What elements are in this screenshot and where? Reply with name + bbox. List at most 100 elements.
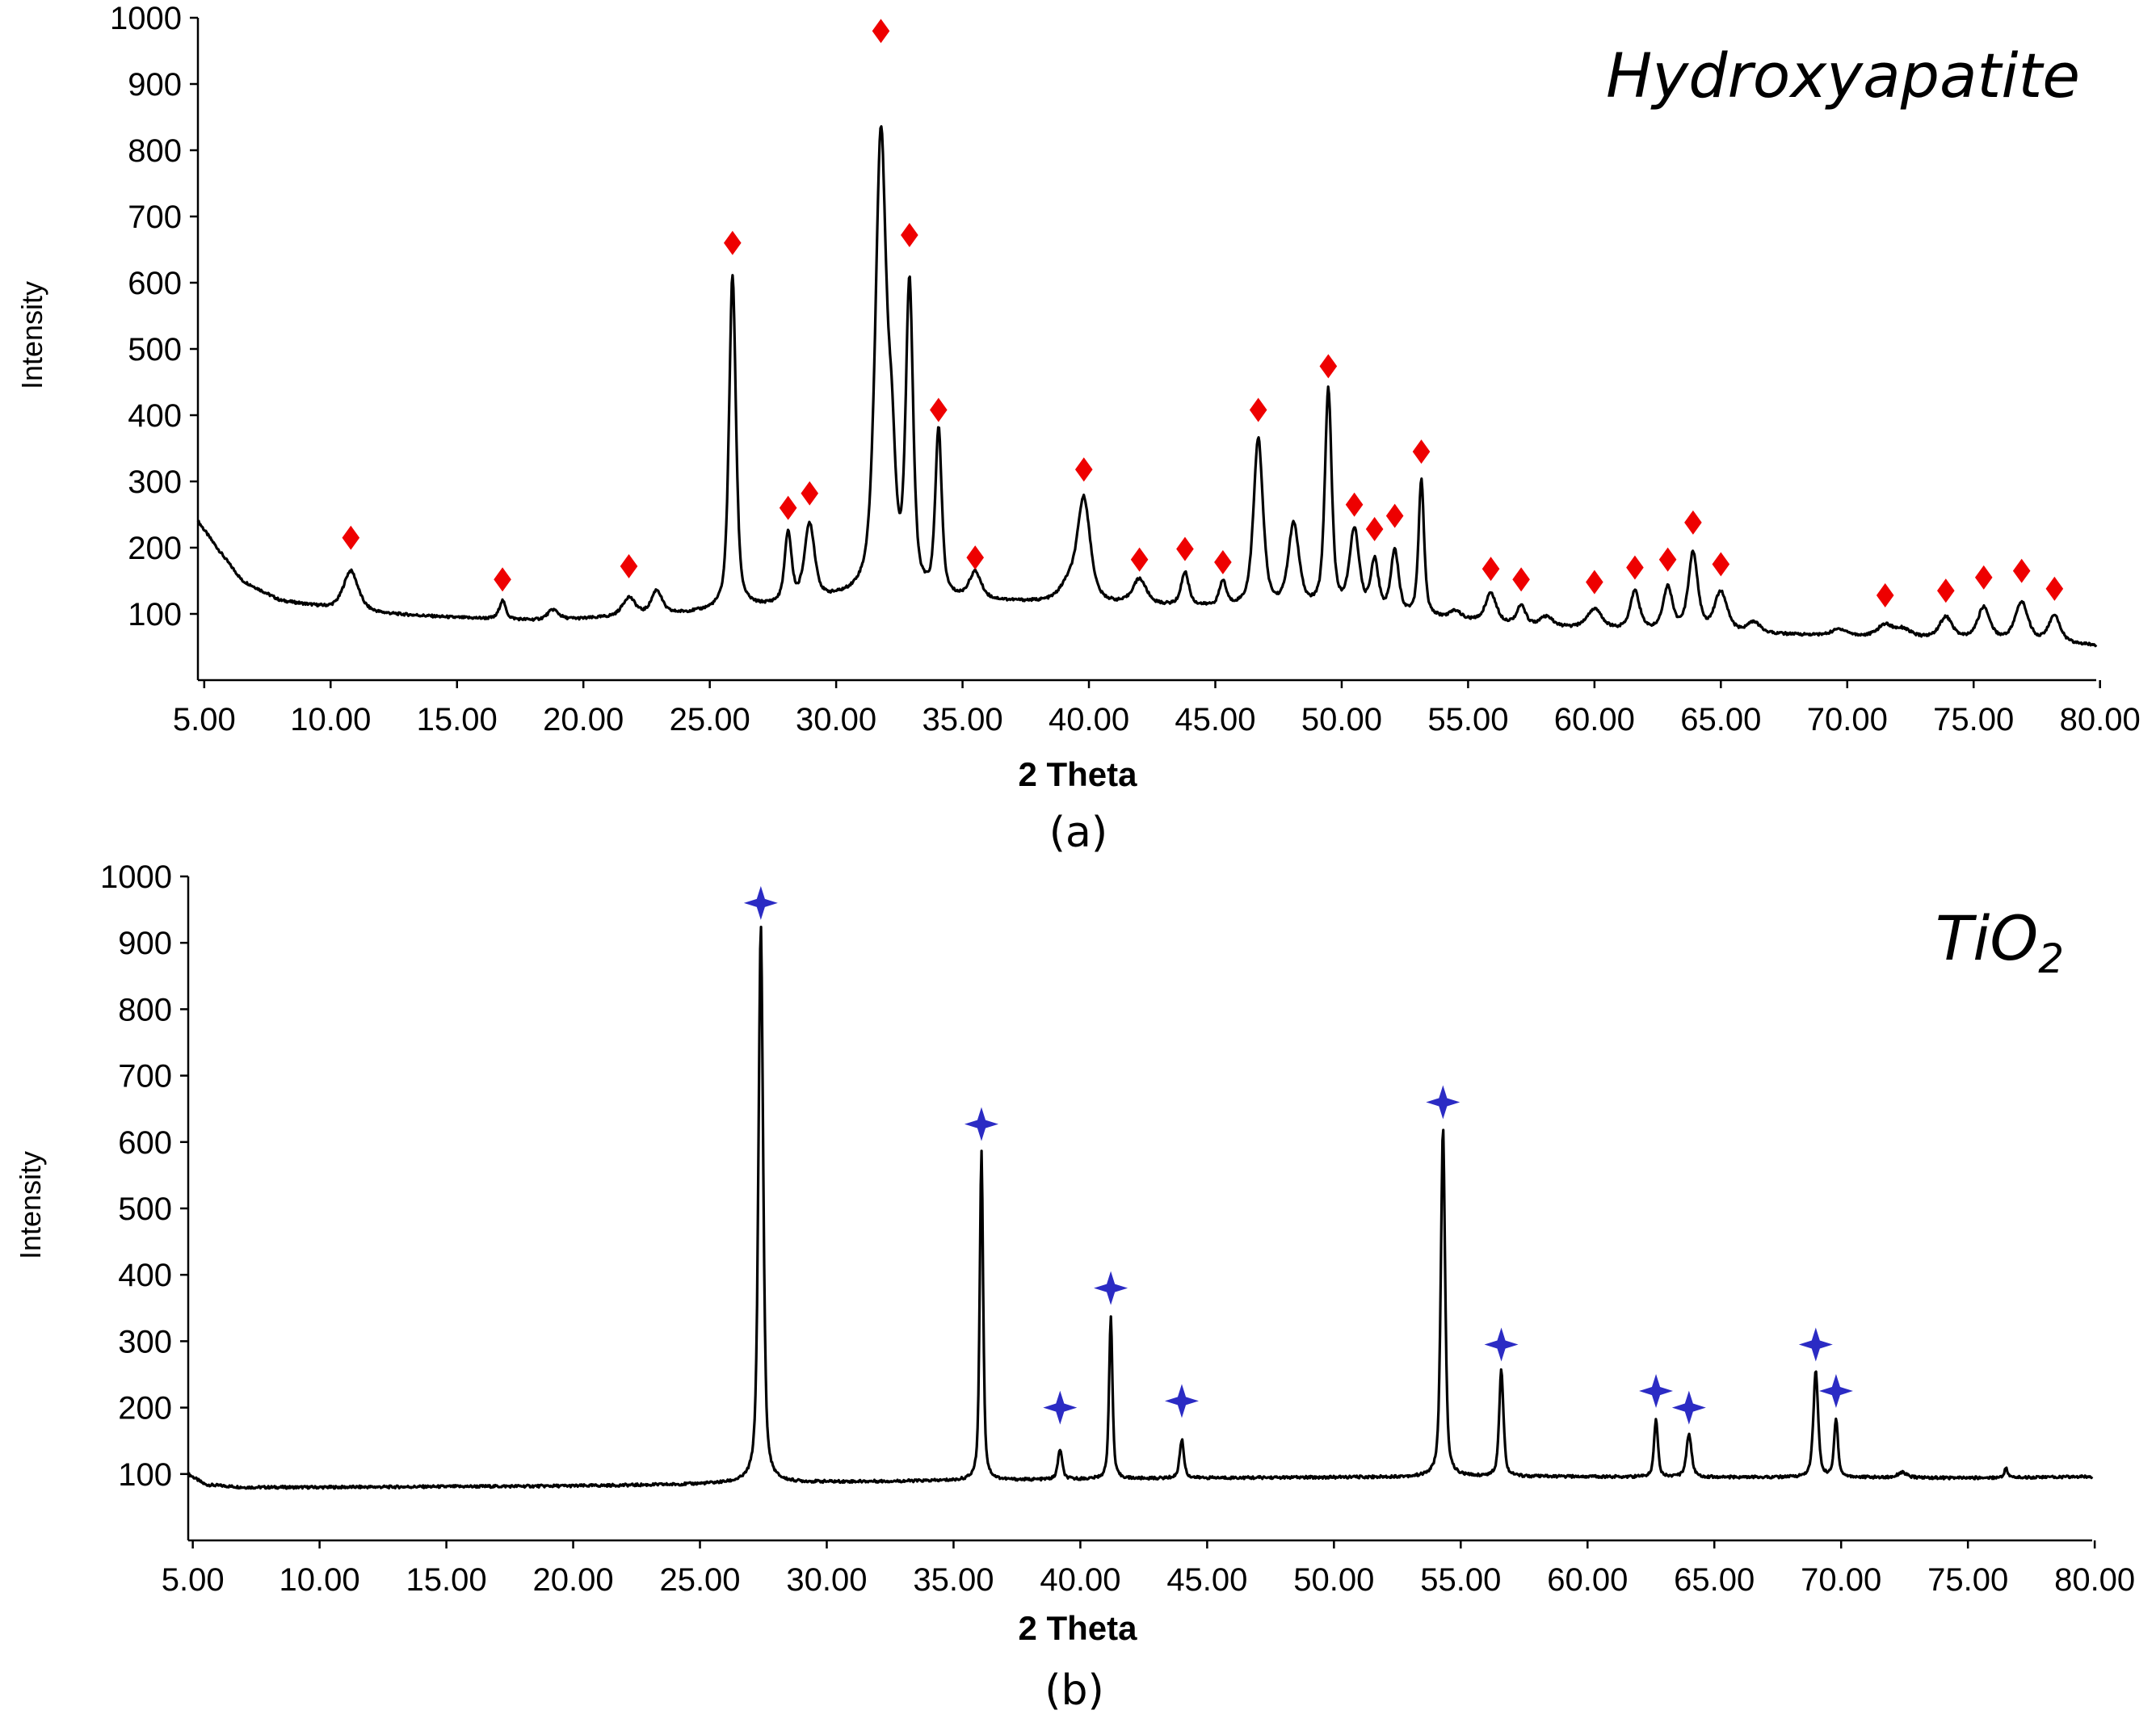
x-tick-label: 75.00 — [1933, 702, 2014, 737]
x-tick-label: 25.00 — [659, 1562, 740, 1598]
x-axis-label-b: 2 Theta — [1018, 1609, 1137, 1647]
x-tick-label: 80.00 — [2060, 702, 2141, 737]
diamond-marker — [1130, 547, 1149, 572]
diamond-marker — [2045, 576, 2064, 601]
x-tick-label: 10.00 — [279, 1562, 360, 1598]
y-tick-label: 700 — [118, 1059, 172, 1095]
x-tick-label: 60.00 — [1547, 1562, 1628, 1598]
diamond-marker — [1319, 354, 1338, 379]
diamond-marker — [1658, 547, 1677, 572]
star-marker — [964, 1107, 998, 1141]
x-tick-label: 15.00 — [406, 1562, 487, 1598]
diamond-marker — [620, 553, 638, 578]
star-marker — [1798, 1327, 1833, 1362]
diamond-marker — [872, 19, 890, 44]
x-tick-label: 35.00 — [913, 1562, 994, 1598]
y-axis-label-b: Intensity — [14, 1151, 47, 1259]
panel-caption-b: (b) — [1044, 1666, 1104, 1715]
chart-title-hydroxyapatite: Hydroxyapatite — [1606, 40, 2080, 111]
x-tick-label: 55.00 — [1420, 1562, 1501, 1598]
chart-title-tio2-subscript: 2 — [2038, 935, 2064, 982]
x-tick-label: 65.00 — [1680, 702, 1761, 737]
x-tick-label: 35.00 — [922, 702, 1003, 737]
peak-markers-a — [342, 19, 2064, 608]
x-tick-label: 65.00 — [1674, 1562, 1755, 1598]
diamond-marker — [1074, 457, 1093, 482]
x-tick-label: 15.00 — [417, 702, 498, 737]
x-tick-label: 40.00 — [1049, 702, 1129, 737]
y-tick-label: 300 — [118, 1324, 172, 1359]
diamond-marker — [1481, 557, 1500, 582]
x-tick-label: 45.00 — [1166, 1562, 1247, 1598]
x-tick-label: 70.00 — [1807, 702, 1888, 737]
x-tick-label: 60.00 — [1554, 702, 1635, 737]
panel-caption-a: (a) — [1049, 809, 1107, 857]
diamond-marker — [1214, 550, 1232, 575]
star-marker — [1484, 1327, 1519, 1362]
diamond-marker — [930, 397, 948, 422]
diamond-marker — [1876, 583, 1894, 608]
diamond-marker — [1249, 397, 1267, 422]
diamond-marker — [966, 545, 985, 570]
y-axis-label-a: Intensity — [15, 281, 48, 389]
xrd-trace-hydroxyapatite — [196, 125, 2098, 648]
diamond-marker — [1412, 439, 1431, 464]
y-tick-label: 200 — [118, 1391, 172, 1427]
y-tick-label: 100 — [118, 1457, 172, 1493]
diamond-marker — [1365, 517, 1384, 542]
x-tick-label: 20.00 — [532, 1562, 613, 1598]
x-tick-label: 50.00 — [1293, 1562, 1374, 1598]
x-tick-label: 45.00 — [1175, 702, 1255, 737]
diamond-marker — [342, 525, 360, 550]
star-marker — [1164, 1384, 1199, 1418]
chart-hydroxyapatite: 100 200 300 400 500 600 700 800 900 1000 5.00 10.0… — [15, 1, 2141, 857]
x-axis-label-a: 2 Theta — [1018, 755, 1137, 793]
y-tick-label: 800 — [128, 133, 182, 169]
y-ticks-a: 100 200 300 400 500 600 700 800 900 1000 — [110, 1, 198, 632]
diamond-marker — [1626, 555, 1644, 580]
diamond-marker — [494, 567, 511, 592]
x-tick-label: 30.00 — [786, 1562, 867, 1598]
star-marker — [1818, 1374, 1853, 1409]
y-tick-label: 400 — [128, 398, 182, 434]
y-tick-label: 1000 — [110, 1, 182, 36]
diamond-marker — [1684, 510, 1702, 535]
y-tick-label: 900 — [128, 67, 182, 103]
y-tick-label: 100 — [128, 597, 182, 632]
y-tick-label: 500 — [118, 1191, 172, 1227]
diamond-marker — [779, 495, 797, 520]
y-ticks-b: 100 200 300 400 500 600 700 800 900 1000 — [100, 859, 188, 1493]
diamond-marker — [1937, 578, 1955, 603]
x-tick-label: 80.00 — [2054, 1562, 2135, 1598]
diamond-marker — [901, 222, 918, 247]
x-tick-label: 5.00 — [173, 702, 236, 737]
x-ticks-a: 5.00 10.00 15.00 20.00 25.00 30.00 35.00 40.00 4… — [173, 680, 2141, 737]
x-tick-label: 70.00 — [1801, 1562, 1881, 1598]
diamond-marker — [1974, 565, 1993, 590]
y-tick-label: 500 — [128, 332, 182, 368]
x-tick-label: 40.00 — [1040, 1562, 1120, 1598]
x-tick-label: 30.00 — [796, 702, 876, 737]
diamond-marker — [801, 481, 819, 506]
y-tick-label: 800 — [118, 992, 172, 1027]
diamond-marker — [1176, 536, 1194, 561]
x-tick-label: 75.00 — [1927, 1562, 2008, 1598]
y-tick-label: 400 — [118, 1258, 172, 1293]
star-marker — [1043, 1390, 1078, 1425]
star-marker — [1426, 1085, 1460, 1120]
y-tick-label: 600 — [118, 1125, 172, 1161]
y-tick-label: 900 — [118, 926, 172, 961]
diamond-marker — [1512, 567, 1530, 592]
star-marker — [1671, 1390, 1706, 1425]
axes-a — [196, 18, 2096, 682]
diamond-marker — [1586, 569, 1603, 595]
chart-title-tio2-main: TiO — [1935, 902, 2038, 974]
diamond-marker — [1385, 503, 1404, 528]
x-tick-label: 25.00 — [670, 702, 750, 737]
chart-tio2: 100 200 300 400 500 600 700 800 900 1000 5.00 10.0… — [14, 859, 2135, 1715]
chart-title-tio2: TiO2 — [1935, 902, 2064, 982]
xrd-trace-tio2 — [187, 926, 2094, 1490]
y-tick-label: 700 — [128, 200, 182, 235]
y-tick-label: 1000 — [100, 859, 172, 895]
